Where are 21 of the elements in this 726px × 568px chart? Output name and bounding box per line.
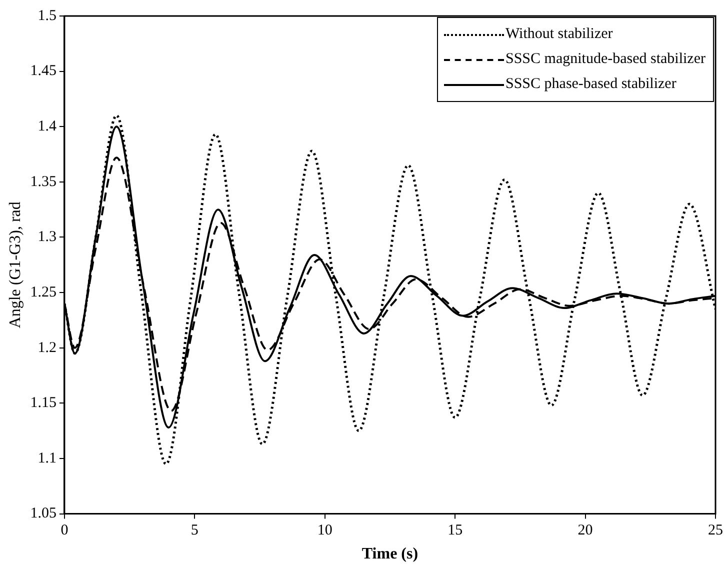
y-tick-label: 1.5 xyxy=(38,8,56,24)
x-tick-label: 5 xyxy=(190,522,198,539)
x-tick-label: 20 xyxy=(578,522,593,539)
x-tick-label: 0 xyxy=(60,522,68,539)
x-tick-label: 10 xyxy=(317,522,332,539)
y-tick-label: 1.2 xyxy=(38,340,56,356)
x-tick-label: 15 xyxy=(448,522,463,539)
y-tick-label: 1.05 xyxy=(30,506,56,522)
y-tick-label: 1.3 xyxy=(38,229,56,246)
y-tick-label: 1.45 xyxy=(30,63,56,80)
y-tick-label: 1.35 xyxy=(30,174,56,190)
y-tick-label: 1.1 xyxy=(38,450,56,466)
y-tick-label: 1.25 xyxy=(30,284,56,300)
legend-label: Without stabilizer xyxy=(506,26,613,43)
x-axis-title: Time (s) xyxy=(362,546,418,563)
y-tick-label: 1.4 xyxy=(38,118,57,135)
legend-label: SSSC phase-based stabilizer xyxy=(506,76,676,93)
legend-label: SSSC magnitude-based stabilizer xyxy=(506,51,706,68)
y-tick-label: 1.15 xyxy=(30,395,56,412)
y-axis-title: Angle (G1-G3), rad xyxy=(6,202,24,328)
x-tick-label: 25 xyxy=(708,522,723,539)
